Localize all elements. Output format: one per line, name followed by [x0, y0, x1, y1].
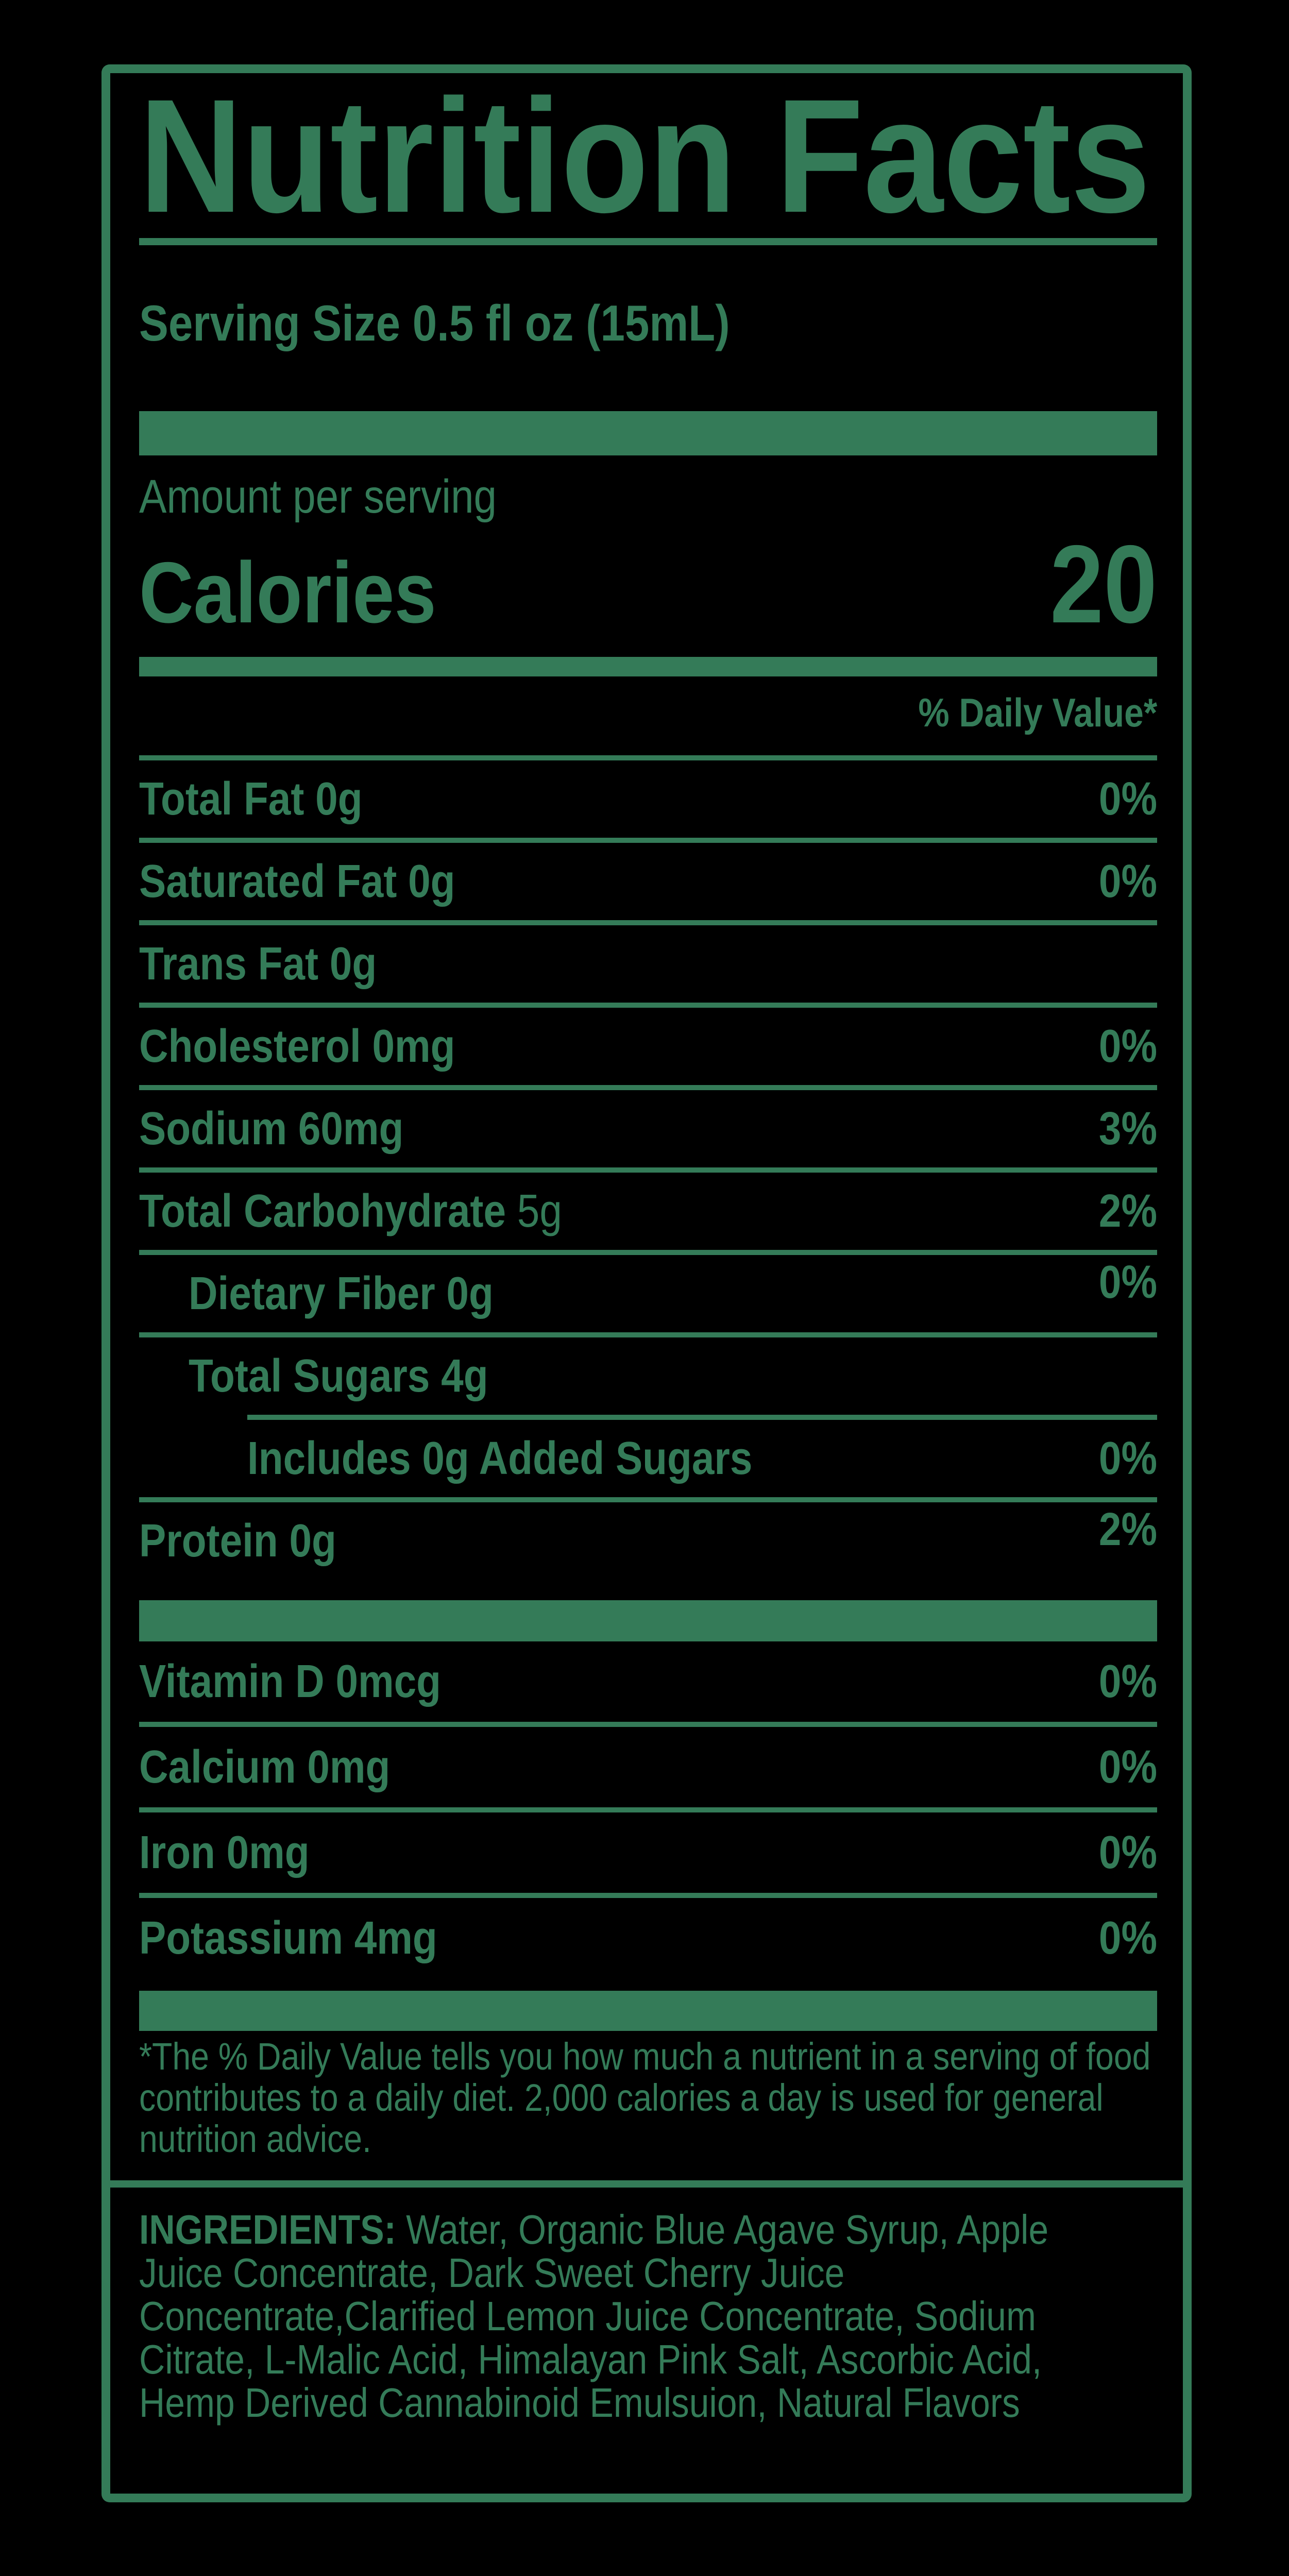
ingredients-section: INGREDIENTS: Water, Organic Blue Agave S…	[139, 2208, 1157, 2425]
micronutrient-label: Potassium 4mg	[139, 1912, 437, 1964]
section-bar-bottom	[139, 1991, 1157, 2031]
micronutrient-row-potassium: Potassium 4mg 0%	[139, 1898, 1157, 1978]
nutrient-row-sodium: Sodium 60mg 3%	[139, 1090, 1157, 1167]
nutrient-label: Total Fat 0g	[139, 773, 363, 825]
nutrient-daily-value: 0%	[1098, 1021, 1157, 1072]
ingredients-list: Water, Organic Blue Agave Syrup, Apple J…	[139, 2207, 1049, 2426]
daily-value-footnote: *The % Daily Value tells you how much a …	[139, 2036, 1157, 2160]
daily-value-footnote-text: *The % Daily Value tells you how much a …	[139, 2035, 1151, 2160]
ingredients-heading: INGREDIENTS:	[139, 2207, 396, 2252]
micronutrient-label: Calcium 0mg	[139, 1741, 391, 1793]
nutrient-daily-value: 0%	[1098, 1257, 1157, 1308]
nutrient-label: Total Carbohydrate 5g	[139, 1185, 562, 1237]
nutrient-row-total-carbohydrate: Total Carbohydrate 5g 2%	[139, 1173, 1157, 1250]
nutrient-row-cholesterol: Cholesterol 0mg 0%	[139, 1008, 1157, 1085]
nutrient-daily-value: 0%	[1098, 773, 1157, 825]
divider	[139, 1722, 1157, 1727]
divider	[139, 1003, 1157, 1008]
nutrient-label: Sodium 60mg	[139, 1103, 404, 1155]
amount-per-serving-text: Amount per serving	[139, 470, 497, 523]
nutrient-label: Dietary Fiber 0g	[189, 1268, 494, 1319]
divider	[139, 1332, 1157, 1337]
micronutrient-label: Iron 0mg	[139, 1827, 310, 1878]
nutrient-label: Protein 0g	[139, 1515, 336, 1567]
divider	[139, 1807, 1157, 1812]
nutrient-row-total-sugars: Total Sugars 4g	[139, 1337, 1157, 1415]
section-bar-middle	[139, 1600, 1157, 1641]
nutrient-label: Total Sugars 4g	[189, 1350, 488, 1402]
micronutrient-label: Vitamin D 0mcg	[139, 1656, 441, 1707]
nutrient-label: Trans Fat 0g	[139, 938, 377, 990]
calories-value: 20	[1049, 522, 1157, 646]
micronutrient-daily-value: 0%	[1098, 1827, 1157, 1878]
calories-divider-bar	[139, 657, 1157, 676]
divider	[139, 1497, 1157, 1502]
serving-size-text: Serving Size 0.5 fl oz (15mL)	[139, 295, 730, 351]
serving-size: Serving Size 0.5 fl oz (15mL)	[139, 298, 1157, 348]
ingredients-divider	[110, 2180, 1183, 2188]
nutrition-facts-label: Nutrition Facts Serving Size 0.5 fl oz (…	[101, 64, 1192, 2502]
nutrient-daily-value: 0%	[1098, 856, 1157, 907]
nutrient-row-added-sugars: Includes 0g Added Sugars 0%	[139, 1420, 1157, 1497]
divider	[139, 1085, 1157, 1090]
divider	[139, 920, 1157, 925]
nutrient-row-trans-fat: Trans Fat 0g	[139, 925, 1157, 1003]
divider	[139, 838, 1157, 843]
section-bar-top	[139, 411, 1157, 455]
label-title: Nutrition Facts	[139, 75, 1157, 237]
nutrient-row-total-fat: Total Fat 0g 0%	[139, 760, 1157, 838]
nutrient-row-protein: Protein 0g 2%	[139, 1502, 1157, 1580]
calories-row: Calories 20	[139, 520, 1157, 646]
divider	[139, 1167, 1157, 1173]
label-title-text: Nutrition Facts	[139, 65, 1150, 246]
calories-label: Calories	[139, 544, 436, 641]
micronutrient-daily-value: 0%	[1098, 1912, 1157, 1964]
nutrient-label: Cholesterol 0mg	[139, 1021, 455, 1072]
daily-value-header-text: % Daily Value*	[918, 690, 1157, 735]
nutrient-label: Includes 0g Added Sugars	[247, 1433, 753, 1484]
divider	[139, 1250, 1157, 1255]
micronutrient-daily-value: 0%	[1098, 1741, 1157, 1793]
nutrient-daily-value: 0%	[1098, 1433, 1157, 1484]
micronutrient-row-calcium: Calcium 0mg 0%	[139, 1727, 1157, 1807]
daily-value-header: % Daily Value*	[139, 692, 1157, 733]
divider	[139, 1893, 1157, 1898]
micronutrient-row-iron: Iron 0mg 0%	[139, 1812, 1157, 1893]
micronutrient-row-vitamin-d: Vitamin D 0mcg 0%	[139, 1641, 1157, 1722]
amount-per-serving: Amount per serving	[139, 473, 1157, 520]
nutrient-row-saturated-fat: Saturated Fat 0g 0%	[139, 843, 1157, 920]
divider	[139, 755, 1157, 760]
nutrient-daily-value: 2%	[1098, 1504, 1157, 1555]
micronutrient-daily-value: 0%	[1098, 1656, 1157, 1707]
nutrient-label: Saturated Fat 0g	[139, 856, 455, 907]
title-divider	[139, 238, 1157, 245]
nutrient-daily-value: 3%	[1098, 1103, 1157, 1155]
nutrient-row-dietary-fiber: Dietary Fiber 0g 0%	[139, 1255, 1157, 1332]
nutrient-daily-value: 2%	[1098, 1185, 1157, 1237]
divider-indented	[247, 1415, 1157, 1420]
